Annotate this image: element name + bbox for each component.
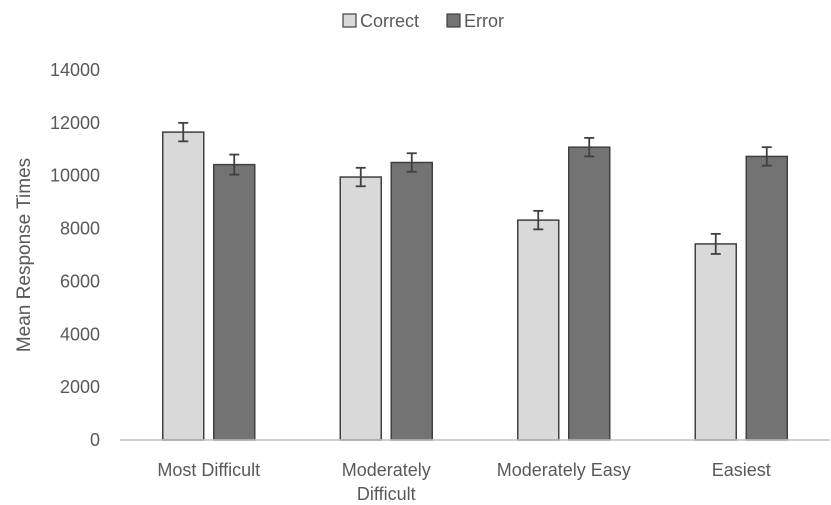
error-bar <box>761 146 772 167</box>
bars <box>162 131 788 441</box>
bar-correct <box>517 219 560 441</box>
y-tick-label: 4000 <box>60 324 100 344</box>
error-bar <box>584 137 595 158</box>
bar-error <box>213 163 256 441</box>
bar-correct <box>694 243 737 441</box>
x-category-label: Most Difficult <box>157 460 260 480</box>
error-bar <box>533 209 544 231</box>
y-tick-label: 0 <box>90 430 100 450</box>
error-bar <box>710 232 721 255</box>
bar-error <box>745 155 788 441</box>
y-axis-label: Mean Response Times <box>14 158 35 352</box>
x-category-label: Moderately Difficult <box>342 460 431 504</box>
y-tick-label: 6000 <box>60 271 100 291</box>
y-tick-label: 2000 <box>60 377 100 397</box>
legend-label: Error <box>464 11 504 31</box>
bar-error <box>568 146 611 441</box>
bar-correct <box>339 176 382 441</box>
legend-label: Correct <box>360 11 419 31</box>
error-bars <box>178 121 772 255</box>
error-bar <box>178 121 189 143</box>
bar-correct <box>162 131 205 441</box>
error-bar <box>406 152 417 173</box>
legend-item: Error <box>446 11 504 31</box>
error-bar <box>229 153 240 176</box>
legend-item: Correct <box>342 11 419 31</box>
error-bar <box>355 166 366 188</box>
legend-swatch <box>446 13 461 28</box>
legend-swatch <box>342 13 357 28</box>
y-tick-label: 8000 <box>60 219 100 239</box>
y-tick-label: 10000 <box>50 166 100 186</box>
y-tick-label: 14000 <box>50 60 100 80</box>
y-tick-label: 12000 <box>50 113 100 133</box>
bar-error <box>390 161 433 441</box>
legend: Correct Error <box>342 11 504 31</box>
y-axis-ticks: 0 2000 4000 6000 8000 10000 12000 14000 <box>50 60 100 450</box>
x-category-label: Moderately Easy <box>497 460 631 480</box>
x-axis-categories: Most Difficult Moderately Difficult Moderat… <box>157 460 770 504</box>
x-category-label: Easiest <box>712 460 771 480</box>
